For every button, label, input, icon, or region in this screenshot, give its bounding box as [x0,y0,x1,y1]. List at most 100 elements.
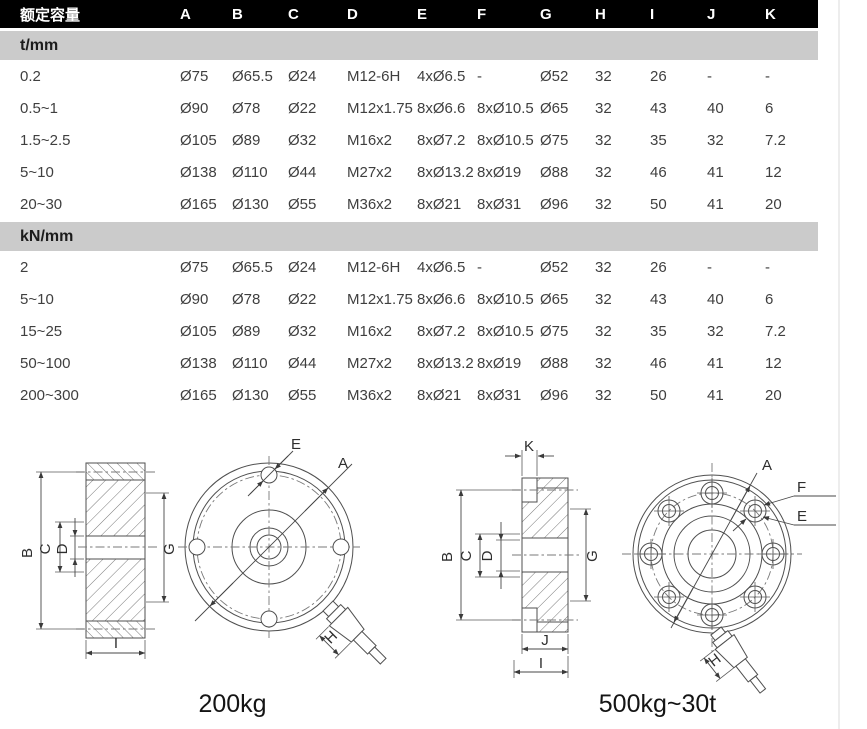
dim-label-e-left: E [291,436,301,453]
dim-label-g-right: G [584,550,601,562]
section-unit-label: kN/mm [20,227,74,245]
table-cell: Ø110 [232,354,268,372]
table-cell: Ø32 [288,322,317,340]
table-header-row: 额定容量 A B C D E F G H I J K [0,0,818,28]
table-cell: 32 [595,131,612,149]
row-capacity-label: 20~30 [20,195,63,213]
table-cell: M12-6H [347,67,401,85]
table-cell: Ø55 [288,195,317,213]
table-row: 20~30 Ø165 Ø130 Ø55 M36x2 8xØ21 8xØ31 Ø96 32 50 41… [0,188,818,220]
header-col-b: B [232,5,243,23]
table-cell: 6 [765,290,774,308]
table-cell: Ø44 [288,354,317,372]
table-cell: 46 [650,354,667,372]
table-cell: 8xØ10.5 [477,99,534,117]
table-cell: Ø130 [232,195,269,213]
left-front-view: A E H [178,436,387,665]
table-cell: Ø105 [180,322,217,340]
table-cell: 50 [650,195,667,213]
table-row: 0.2 Ø75 Ø65.5 Ø24 M12-6H 4xØ6.5- Ø52 32 26- - [0,60,818,92]
table-cell: 8xØ19 [477,354,522,372]
table-cell: 41 [707,163,724,181]
table-cell: 20 [765,195,782,213]
table-cell: - [765,258,770,276]
table-row: 15~25 Ø105 Ø89 Ø32 M16x2 8xØ7.2 8xØ10.5 Ø75 32 35… [0,315,818,347]
table-cell: 50 [650,386,667,404]
table-cell: 46 [650,163,667,181]
table-cell: 8xØ13.2 [417,354,474,372]
left-side-section-view: B C D G I [19,462,178,659]
row-capacity-label: 1.5~2.5 [20,131,71,149]
dim-label-d-right: D [479,550,496,561]
table-cell: 8xØ7.2 [417,322,466,340]
table-cell: Ø89 [232,322,261,340]
header-col-i: I [650,5,655,23]
table-cell: 43 [650,99,667,117]
table-cell: 40 [707,99,724,117]
table-cell: - [765,67,770,85]
table-cell: 41 [707,386,724,404]
table-row: 1.5~2.5 Ø105 Ø89 Ø32 M16x2 8xØ7.2 8xØ10.5 Ø75 32… [0,124,818,156]
table-cell: - [477,67,482,85]
table-row: 50~100 Ø138 Ø110 Ø44 M27x2 8xØ13.2 8xØ19 Ø88 32 4… [0,347,818,379]
dim-label-g-left: G [161,543,178,555]
table-cell: 8xØ13.2 [417,163,474,181]
table-cell: 8xØ10.5 [477,322,534,340]
right-front-view: A F E H [622,457,836,694]
table-cell: 41 [707,354,724,372]
table-cell: M27x2 [347,163,393,181]
table-cell: 7.2 [765,131,786,149]
left-drawing-caption: 200kg [198,690,267,718]
table-cell: 32 [595,258,612,276]
table-cell: Ø75 [540,322,569,340]
row-capacity-label: 5~10 [20,163,54,181]
table-cell: Ø52 [540,258,569,276]
table-cell: Ø32 [288,131,317,149]
table-cell: 8xØ21 [417,386,462,404]
dim-label-j-right: J [541,632,549,649]
table-cell: Ø65 [540,290,569,308]
table-cell: Ø110 [232,163,268,181]
header-col-f: F [477,5,487,23]
row-capacity-label: 50~100 [20,354,71,372]
table-cell: Ø24 [288,67,317,85]
section-row: t/mm [0,31,818,60]
table-cell: 20 [765,386,782,404]
table-row: 200~300 Ø165 Ø130 Ø55 M36x2 8xØ21 8xØ31 Ø96 32 50… [0,379,818,411]
table-cell: Ø138 [180,163,217,181]
table-cell: 32 [595,67,612,85]
table-cell: 32 [595,195,612,213]
header-capacity: 额定容量 [20,6,81,24]
dim-label-e-right: E [797,508,807,525]
table-cell: 8xØ31 [477,195,522,213]
row-capacity-label: 2 [20,258,29,276]
table-cell: M16x2 [347,131,393,149]
row-capacity-label: 0.2 [20,67,41,85]
table-cell: Ø96 [540,386,569,404]
table-cell: Ø22 [288,290,317,308]
table-cell: Ø44 [288,163,317,181]
table-cell: Ø75 [180,258,209,276]
table-cell: 32 [707,131,724,149]
right-side-section-view: K B C D G J [439,438,601,678]
row-capacity-label: 0.5~1 [20,99,58,117]
table-row: 5~10 Ø138 Ø110 Ø44 M27x2 8xØ13.2 8xØ19 Ø88 32 46 4… [0,156,818,188]
header-col-e: E [417,5,428,23]
table-cell: Ø90 [180,290,209,308]
table-cell: Ø78 [232,290,261,308]
table-cell: M16x2 [347,322,393,340]
table-cell: 32 [595,163,612,181]
table-cell: 8xØ7.2 [417,131,466,149]
table-cell: Ø96 [540,195,569,213]
table-cell: Ø55 [288,386,317,404]
right-drawing-caption: 500kg~30t [598,690,717,718]
section-unit-label: t/mm [20,36,59,54]
table-cell: 12 [765,354,782,372]
table-cell: Ø24 [288,258,317,276]
table-cell: 43 [650,290,667,308]
dim-label-c-left: C [37,543,54,554]
dim-label-i-right: I [539,655,543,672]
table-cell: Ø138 [180,354,217,372]
table-cell: 26 [650,67,667,85]
table-cell: M36x2 [347,386,393,404]
